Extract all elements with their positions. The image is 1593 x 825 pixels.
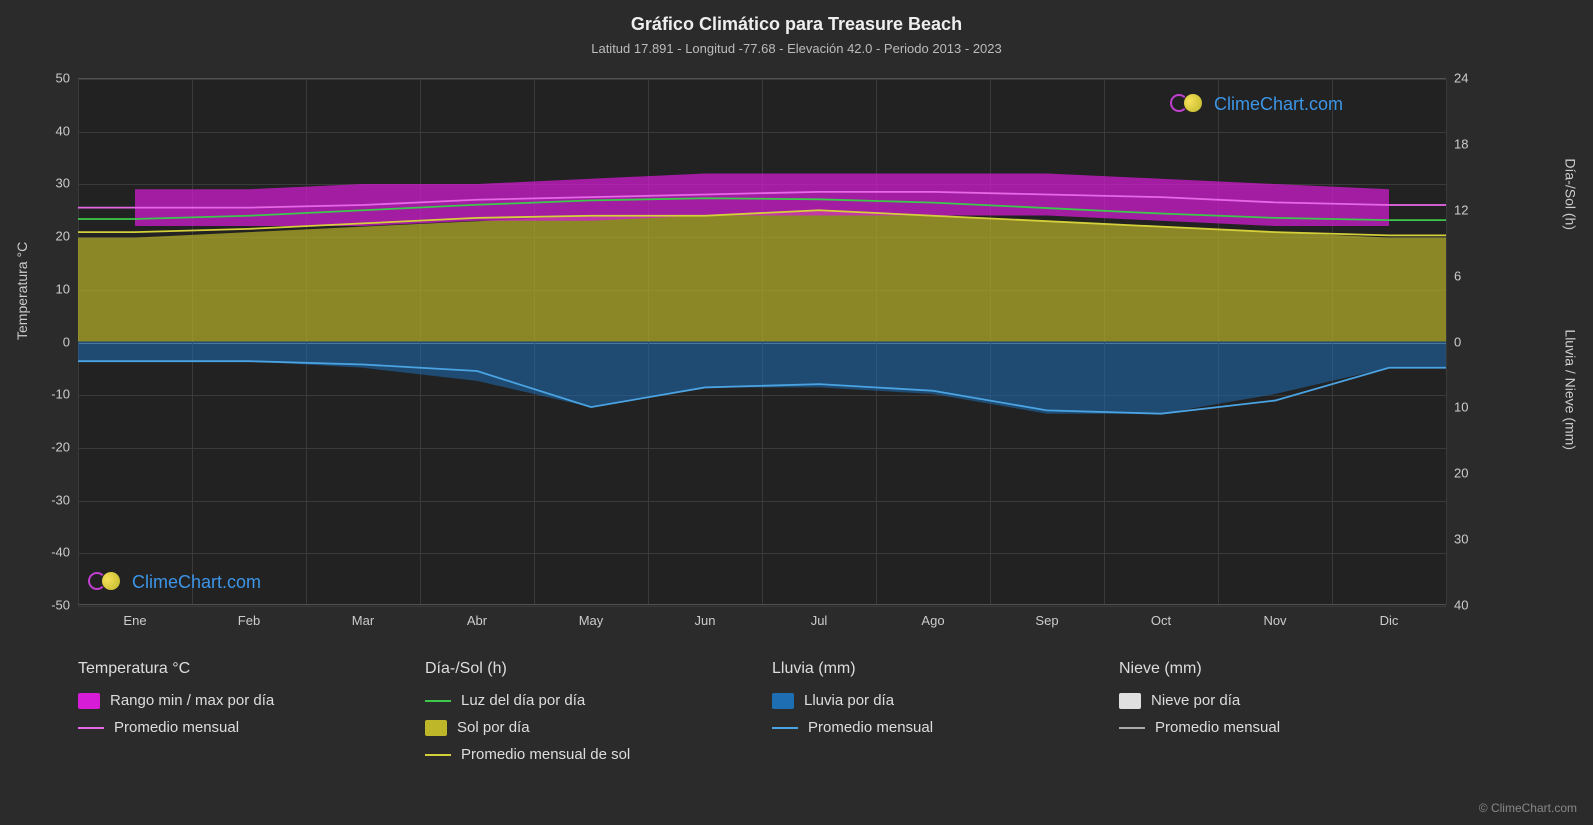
plot-area: [78, 78, 1446, 605]
x-axis: Ene Feb Mar Abr May Jun Jul Ago Sep Oct Nov Dic: [78, 605, 1446, 635]
gridline-v: [1218, 79, 1219, 604]
legend-item: Sol por día: [425, 719, 752, 736]
legend-item: Lluvia por día: [772, 692, 1099, 709]
legend-swatch: [78, 727, 104, 729]
y-tick-right: 6: [1454, 268, 1461, 283]
legend-item: Promedio mensual: [772, 719, 1099, 736]
y-tick-left: 30: [56, 176, 70, 191]
legend-item: Rango min / max por día: [78, 692, 405, 709]
legend-column: Temperatura °C Rango min / max por día Pro…: [78, 660, 405, 773]
legend-header: Nieve (mm): [1119, 660, 1446, 678]
legend-swatch: [425, 720, 447, 736]
gridline-v: [990, 79, 991, 604]
y-tick-right: 30: [1454, 532, 1468, 547]
legend-column: Día-/Sol (h) Luz del día por día Sol por d…: [425, 660, 752, 773]
y-tick-left: 20: [56, 229, 70, 244]
legend-column: Nieve (mm) Nieve por día Promedio mensual: [1119, 660, 1446, 773]
watermark-text: ClimeChart.com: [132, 572, 261, 593]
x-tick: Nov: [1263, 613, 1286, 628]
y-tick-left: -10: [51, 387, 70, 402]
legend-swatch: [425, 700, 451, 702]
legend-item: Promedio mensual: [1119, 719, 1446, 736]
x-tick: Jul: [811, 613, 828, 628]
x-tick: Mar: [352, 613, 374, 628]
y-tick-left: -40: [51, 545, 70, 560]
y-axis-left: 50403020100-10-20-30-40-50: [0, 78, 78, 605]
legend-label: Lluvia por día: [804, 692, 894, 709]
y-axis-right-bot-label: Lluvia / Nieve (mm): [1563, 329, 1579, 450]
legend-swatch: [425, 754, 451, 756]
y-axis-right: 2418126010203040: [1446, 78, 1524, 605]
gridline-v: [78, 79, 79, 604]
gridline-v: [1104, 79, 1105, 604]
chart-subtitle: Latitud 17.891 - Longitud -77.68 - Eleva…: [0, 35, 1593, 56]
x-tick: May: [579, 613, 604, 628]
y-tick-left: 50: [56, 71, 70, 86]
y-tick-right: 10: [1454, 400, 1468, 415]
x-tick: Abr: [467, 613, 487, 628]
legend-label: Promedio mensual de sol: [461, 746, 630, 763]
x-tick: Ene: [123, 613, 146, 628]
gridline-v: [192, 79, 193, 604]
y-tick-left: -50: [51, 598, 70, 613]
gridline-v: [876, 79, 877, 604]
legend-label: Luz del día por día: [461, 692, 585, 709]
gridline-v: [420, 79, 421, 604]
y-tick-right: 0: [1454, 334, 1461, 349]
legend-swatch: [78, 693, 100, 709]
legend-item: Promedio mensual de sol: [425, 746, 752, 763]
gridline-v: [1332, 79, 1333, 604]
legend-label: Sol por día: [457, 719, 530, 736]
legend-swatch: [1119, 727, 1145, 729]
legend-header: Día-/Sol (h): [425, 660, 752, 678]
gridline-v: [534, 79, 535, 604]
y-tick-right: 12: [1454, 202, 1468, 217]
y-tick-left: -30: [51, 492, 70, 507]
gridline-v: [648, 79, 649, 604]
watermark-logo-icon: [88, 570, 124, 594]
gridline-v: [1446, 79, 1447, 604]
x-tick: Dic: [1380, 613, 1399, 628]
watermark-text: ClimeChart.com: [1214, 94, 1343, 115]
legend-item: Luz del día por día: [425, 692, 752, 709]
y-tick-right: 18: [1454, 136, 1468, 151]
gridline-v: [306, 79, 307, 604]
x-tick: Sep: [1035, 613, 1058, 628]
y-tick-right: 24: [1454, 71, 1468, 86]
legend-label: Promedio mensual: [808, 719, 933, 736]
legend-column: Lluvia (mm) Lluvia por día Promedio mensua…: [772, 660, 1099, 773]
legend-header: Lluvia (mm): [772, 660, 1099, 678]
watermark: ClimeChart.com: [88, 570, 261, 594]
x-tick: Feb: [238, 613, 260, 628]
legend-label: Nieve por día: [1151, 692, 1240, 709]
legend-item: Promedio mensual: [78, 719, 405, 736]
legend-label: Promedio mensual: [114, 719, 239, 736]
legend-label: Rango min / max por día: [110, 692, 274, 709]
watermark-logo-icon: [1170, 92, 1206, 116]
legend-header: Temperatura °C: [78, 660, 405, 678]
legend-swatch: [1119, 693, 1141, 709]
x-tick: Oct: [1151, 613, 1171, 628]
watermark: ClimeChart.com: [1170, 92, 1343, 116]
footer-copyright: © ClimeChart.com: [1479, 801, 1577, 815]
y-tick-left: 10: [56, 281, 70, 296]
y-tick-left: -20: [51, 439, 70, 454]
y-tick-left: 0: [63, 334, 70, 349]
x-tick: Ago: [921, 613, 944, 628]
legend-swatch: [772, 727, 798, 729]
y-tick-right: 20: [1454, 466, 1468, 481]
legend-label: Promedio mensual: [1155, 719, 1280, 736]
gridline-v: [762, 79, 763, 604]
x-tick: Jun: [695, 613, 716, 628]
y-tick-left: 40: [56, 123, 70, 138]
legend-swatch: [772, 693, 794, 709]
y-axis-right-top-label: Día-/Sol (h): [1563, 158, 1579, 230]
chart-title: Gráfico Climático para Treasure Beach: [0, 0, 1593, 35]
y-tick-right: 40: [1454, 598, 1468, 613]
legend: Temperatura °C Rango min / max por día Pro…: [78, 660, 1446, 773]
legend-item: Nieve por día: [1119, 692, 1446, 709]
